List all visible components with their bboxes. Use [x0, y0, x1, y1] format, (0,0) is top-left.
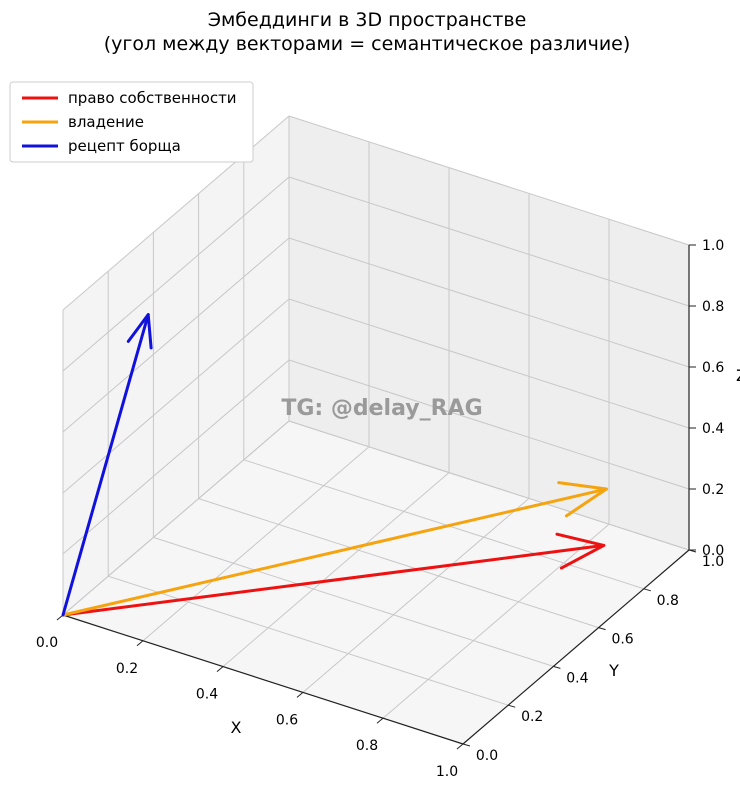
x-tick-mark-5	[456, 743, 464, 750]
z-axis-label: Z	[736, 366, 740, 385]
vector-shaft-0	[61, 543, 606, 617]
grid-left-z-1	[62, 359, 290, 555]
z-tick-label-2: 0.4	[702, 421, 724, 437]
grid-floor-x-2	[222, 472, 450, 667]
vector-head-1	[557, 481, 608, 518]
z-tick-label-3: 0.6	[702, 360, 724, 376]
grid-left-z-2	[62, 298, 290, 494]
y-axis-label: Y	[608, 661, 619, 680]
z-tick-label-4: 0.8	[702, 299, 724, 315]
legend-label-2: рецепт борща	[68, 137, 181, 155]
z-tick-label-1: 0.2	[702, 482, 724, 498]
x-tick-label-4: 0.8	[356, 738, 378, 754]
y-tick-label-4: 0.8	[657, 593, 679, 609]
y-tick-label-0: 0.0	[476, 748, 498, 764]
grid-back-z-2	[288, 298, 690, 429]
vector-head-2	[126, 313, 153, 350]
grid-back-z-5	[288, 115, 690, 246]
grid-left-z-0	[62, 420, 290, 616]
grid-back-z-3	[288, 237, 690, 368]
z-tick-label-0: 0.0	[702, 543, 724, 559]
y-tick-label-3: 0.6	[611, 632, 633, 648]
y-tick-mark-3	[598, 627, 606, 631]
vector-head-0	[555, 532, 606, 570]
x-tick-label-2: 0.4	[196, 687, 218, 703]
y-tick-mark-2	[553, 665, 561, 669]
vector-1	[61, 481, 608, 617]
x-axis-label: X	[231, 718, 242, 737]
pane-floor	[63, 421, 689, 744]
x-tick-label-5: 1.0	[436, 764, 458, 780]
grid-floor-x-4	[382, 523, 610, 719]
y-axis-line	[462, 549, 690, 745]
grid-floor-x-3	[302, 498, 530, 693]
chart-subtitle: (угол между векторами = семантическое ра…	[104, 33, 631, 55]
pane-left	[63, 116, 289, 615]
vectors	[61, 313, 608, 617]
grid-back-z-4	[288, 176, 690, 307]
x-tick-mark-2	[216, 666, 224, 672]
x-tick-label-3: 0.6	[276, 712, 298, 728]
grid-left-z-4	[62, 176, 290, 372]
legend-box	[9, 81, 254, 163]
y-tick-label-5: 1.0	[702, 554, 724, 570]
watermark: TG: @delay_RAG	[281, 396, 482, 421]
x-tick-label-1: 0.2	[116, 661, 138, 677]
axes-panes	[63, 116, 689, 744]
vector-2	[61, 313, 153, 617]
tick-labels: 0.0 0.0 0.0 0.2 0.2 0.2 0.4 0.4 0.4 0.6 0.6 0.6 0.8 0…	[36, 238, 724, 780]
x-axis-line	[62, 614, 464, 745]
x-tick-mark-3	[296, 692, 304, 698]
legend: право собственности владение рецепт борщ…	[9, 81, 254, 163]
vector-0	[61, 532, 606, 617]
x-tick-mark-4	[376, 717, 384, 724]
y-tick-mark-5	[688, 549, 697, 553]
y-tick-mark-1	[508, 704, 516, 708]
grid-left-z-3	[62, 237, 290, 433]
pane-back	[289, 116, 689, 550]
grid-floor-y-2	[153, 536, 554, 667]
grid-floor-y-1	[108, 575, 509, 706]
vector-shaft-2	[61, 313, 150, 617]
axis-lines	[62, 245, 690, 745]
x-tick-label-0: 0.0	[36, 635, 58, 651]
legend-label-1: владение	[68, 113, 144, 131]
y-tick-label-2: 0.4	[566, 670, 588, 686]
y-tick-mark-4	[643, 588, 651, 592]
grid-floor-y-3	[198, 498, 599, 629]
legend-label-0: право собственности	[68, 89, 237, 107]
grid-back-z-1	[288, 359, 690, 490]
x-tick-mark-1	[136, 640, 144, 647]
grid-lines	[62, 115, 690, 745]
y-tick-label-1: 0.2	[521, 709, 543, 725]
z-tick-label-5: 1.0	[702, 238, 724, 254]
y-tick-mark-0	[462, 743, 471, 747]
chart-title: Эмбеддинги в 3D пространстве	[208, 9, 527, 31]
grid-floor-y-4	[243, 459, 644, 590]
grid-floor-y-5	[288, 420, 690, 551]
vector-shaft-1	[61, 487, 608, 617]
grid-floor-x-1	[142, 446, 370, 642]
